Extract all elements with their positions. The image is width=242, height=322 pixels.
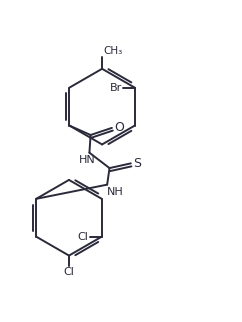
Text: NH: NH [107,187,124,197]
Text: Br: Br [110,83,122,93]
Text: S: S [133,157,141,170]
Text: Cl: Cl [64,267,75,277]
Text: HN: HN [79,155,95,165]
Text: CH₃: CH₃ [103,46,122,56]
Text: O: O [115,121,125,134]
Text: Cl: Cl [78,232,89,242]
